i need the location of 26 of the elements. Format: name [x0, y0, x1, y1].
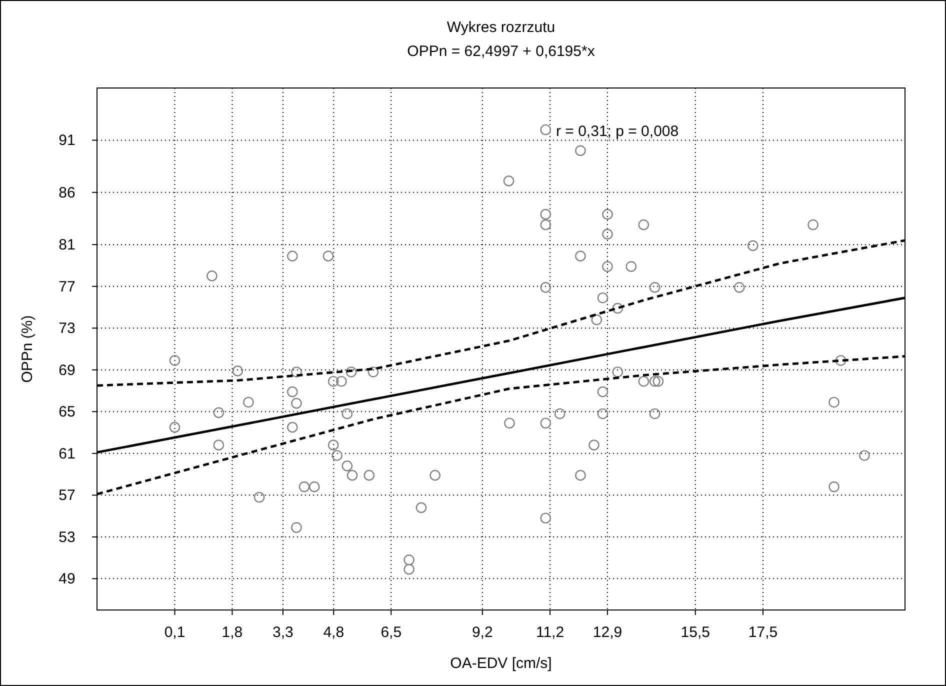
x-tick-label: 11,2 [536, 624, 564, 641]
x-tick-label: 17,5 [748, 624, 778, 641]
chart-subtitle: OPPn = 62,4997 + 0,6195*x [407, 43, 596, 60]
y-axis-title: OPPn (%) [19, 315, 36, 383]
y-tick-label: 69 [58, 362, 76, 379]
annotation: r = 0,31; p = 0,008 [556, 123, 679, 140]
y-tick-label: 57 [58, 487, 76, 504]
x-tick-label: 9,2 [472, 624, 493, 641]
y-tick-label: 49 [58, 570, 76, 588]
y-tick-label: 77 [58, 278, 76, 296]
x-tick-label: 6,5 [380, 624, 402, 641]
y-tick-label: 61 [58, 445, 76, 462]
y-tick-label: 53 [58, 528, 76, 546]
y-tick-label: 65 [58, 404, 76, 421]
x-tick-label: 0,1 [164, 624, 186, 641]
x-tick-label: 12,9 [592, 624, 622, 641]
chart-title: Wykres rozrzutu [446, 19, 556, 36]
y-tick-label: 73 [58, 320, 76, 338]
y-tick-label: 81 [58, 236, 76, 254]
x-tick-label: 4,8 [323, 624, 344, 641]
x-tick-label: 1,8 [222, 624, 243, 641]
y-tick-label: 86 [58, 184, 76, 202]
x-axis-title: OA-EDV [cm/s] [450, 655, 552, 672]
x-tick-label: 15,5 [680, 624, 710, 641]
y-tick-label: 91 [58, 132, 76, 150]
x-tick-label: 3,3 [272, 624, 294, 641]
